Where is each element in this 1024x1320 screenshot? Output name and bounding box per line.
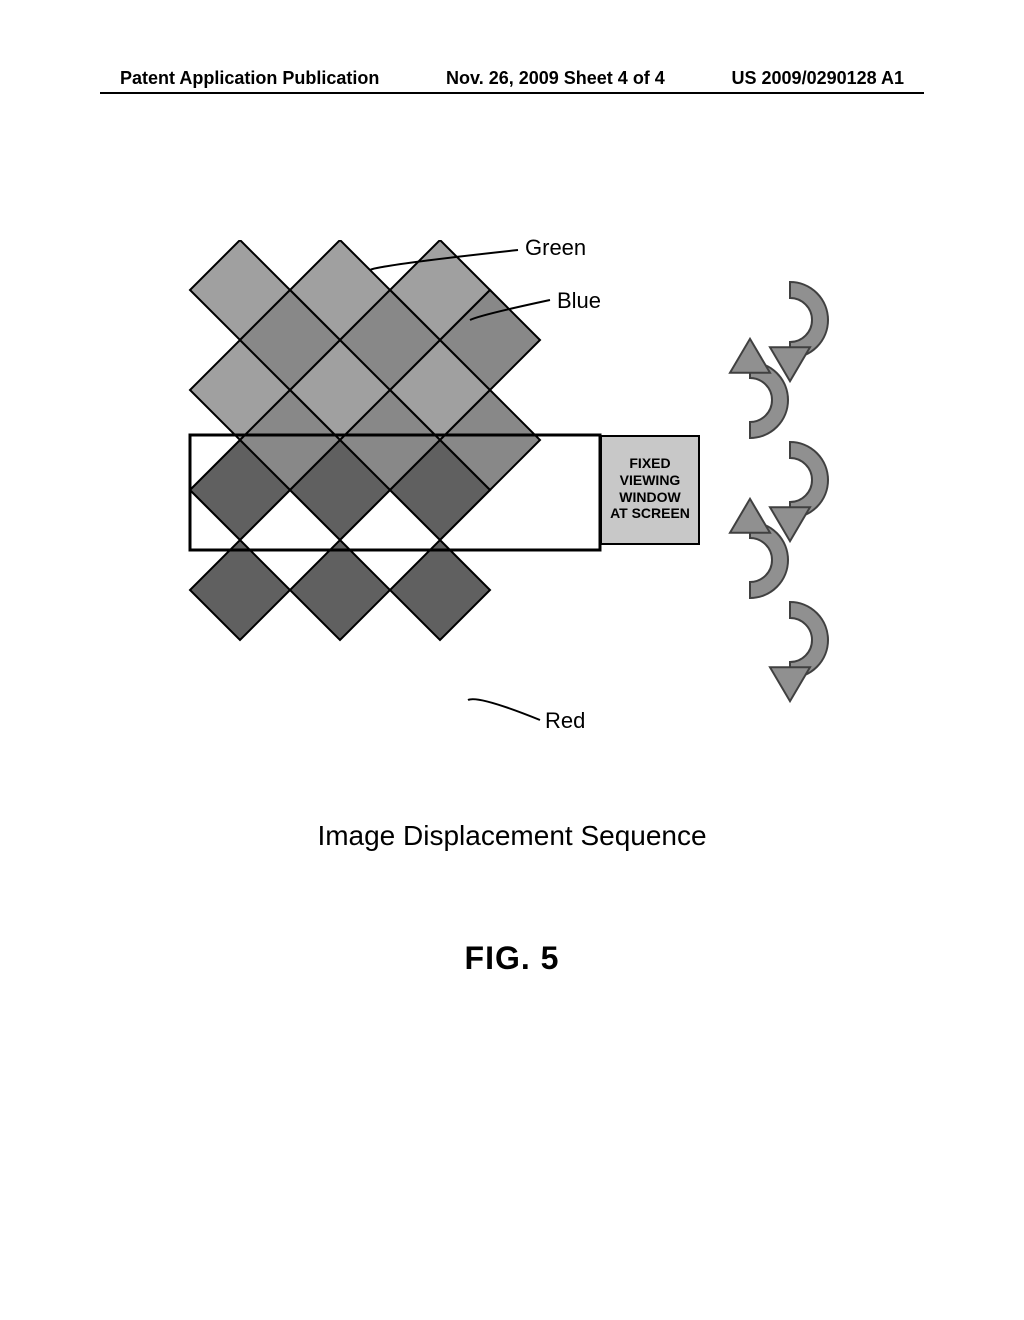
window-line4: AT SCREEN (602, 505, 698, 522)
figure-area: Green Blue Red FIXED VIEWING WINDOW AT S… (120, 240, 920, 760)
header-rule (100, 92, 924, 94)
window-line2: VIEWING (602, 472, 698, 489)
window-line1: FIXED (602, 455, 698, 472)
label-green: Green (525, 235, 586, 261)
fixed-viewing-window-box: FIXED VIEWING WINDOW AT SCREEN (600, 435, 700, 545)
figure-number: FIG. 5 (0, 940, 1024, 977)
figure-caption: Image Displacement Sequence (0, 820, 1024, 852)
header-left: Patent Application Publication (120, 68, 379, 89)
header-center: Nov. 26, 2009 Sheet 4 of 4 (446, 68, 665, 89)
window-line3: WINDOW (602, 489, 698, 506)
header-right: US 2009/0290128 A1 (732, 68, 904, 89)
page-header: Patent Application Publication Nov. 26, … (0, 68, 1024, 89)
label-red: Red (545, 708, 585, 734)
diagram-svg (120, 240, 920, 760)
label-blue: Blue (557, 288, 601, 314)
